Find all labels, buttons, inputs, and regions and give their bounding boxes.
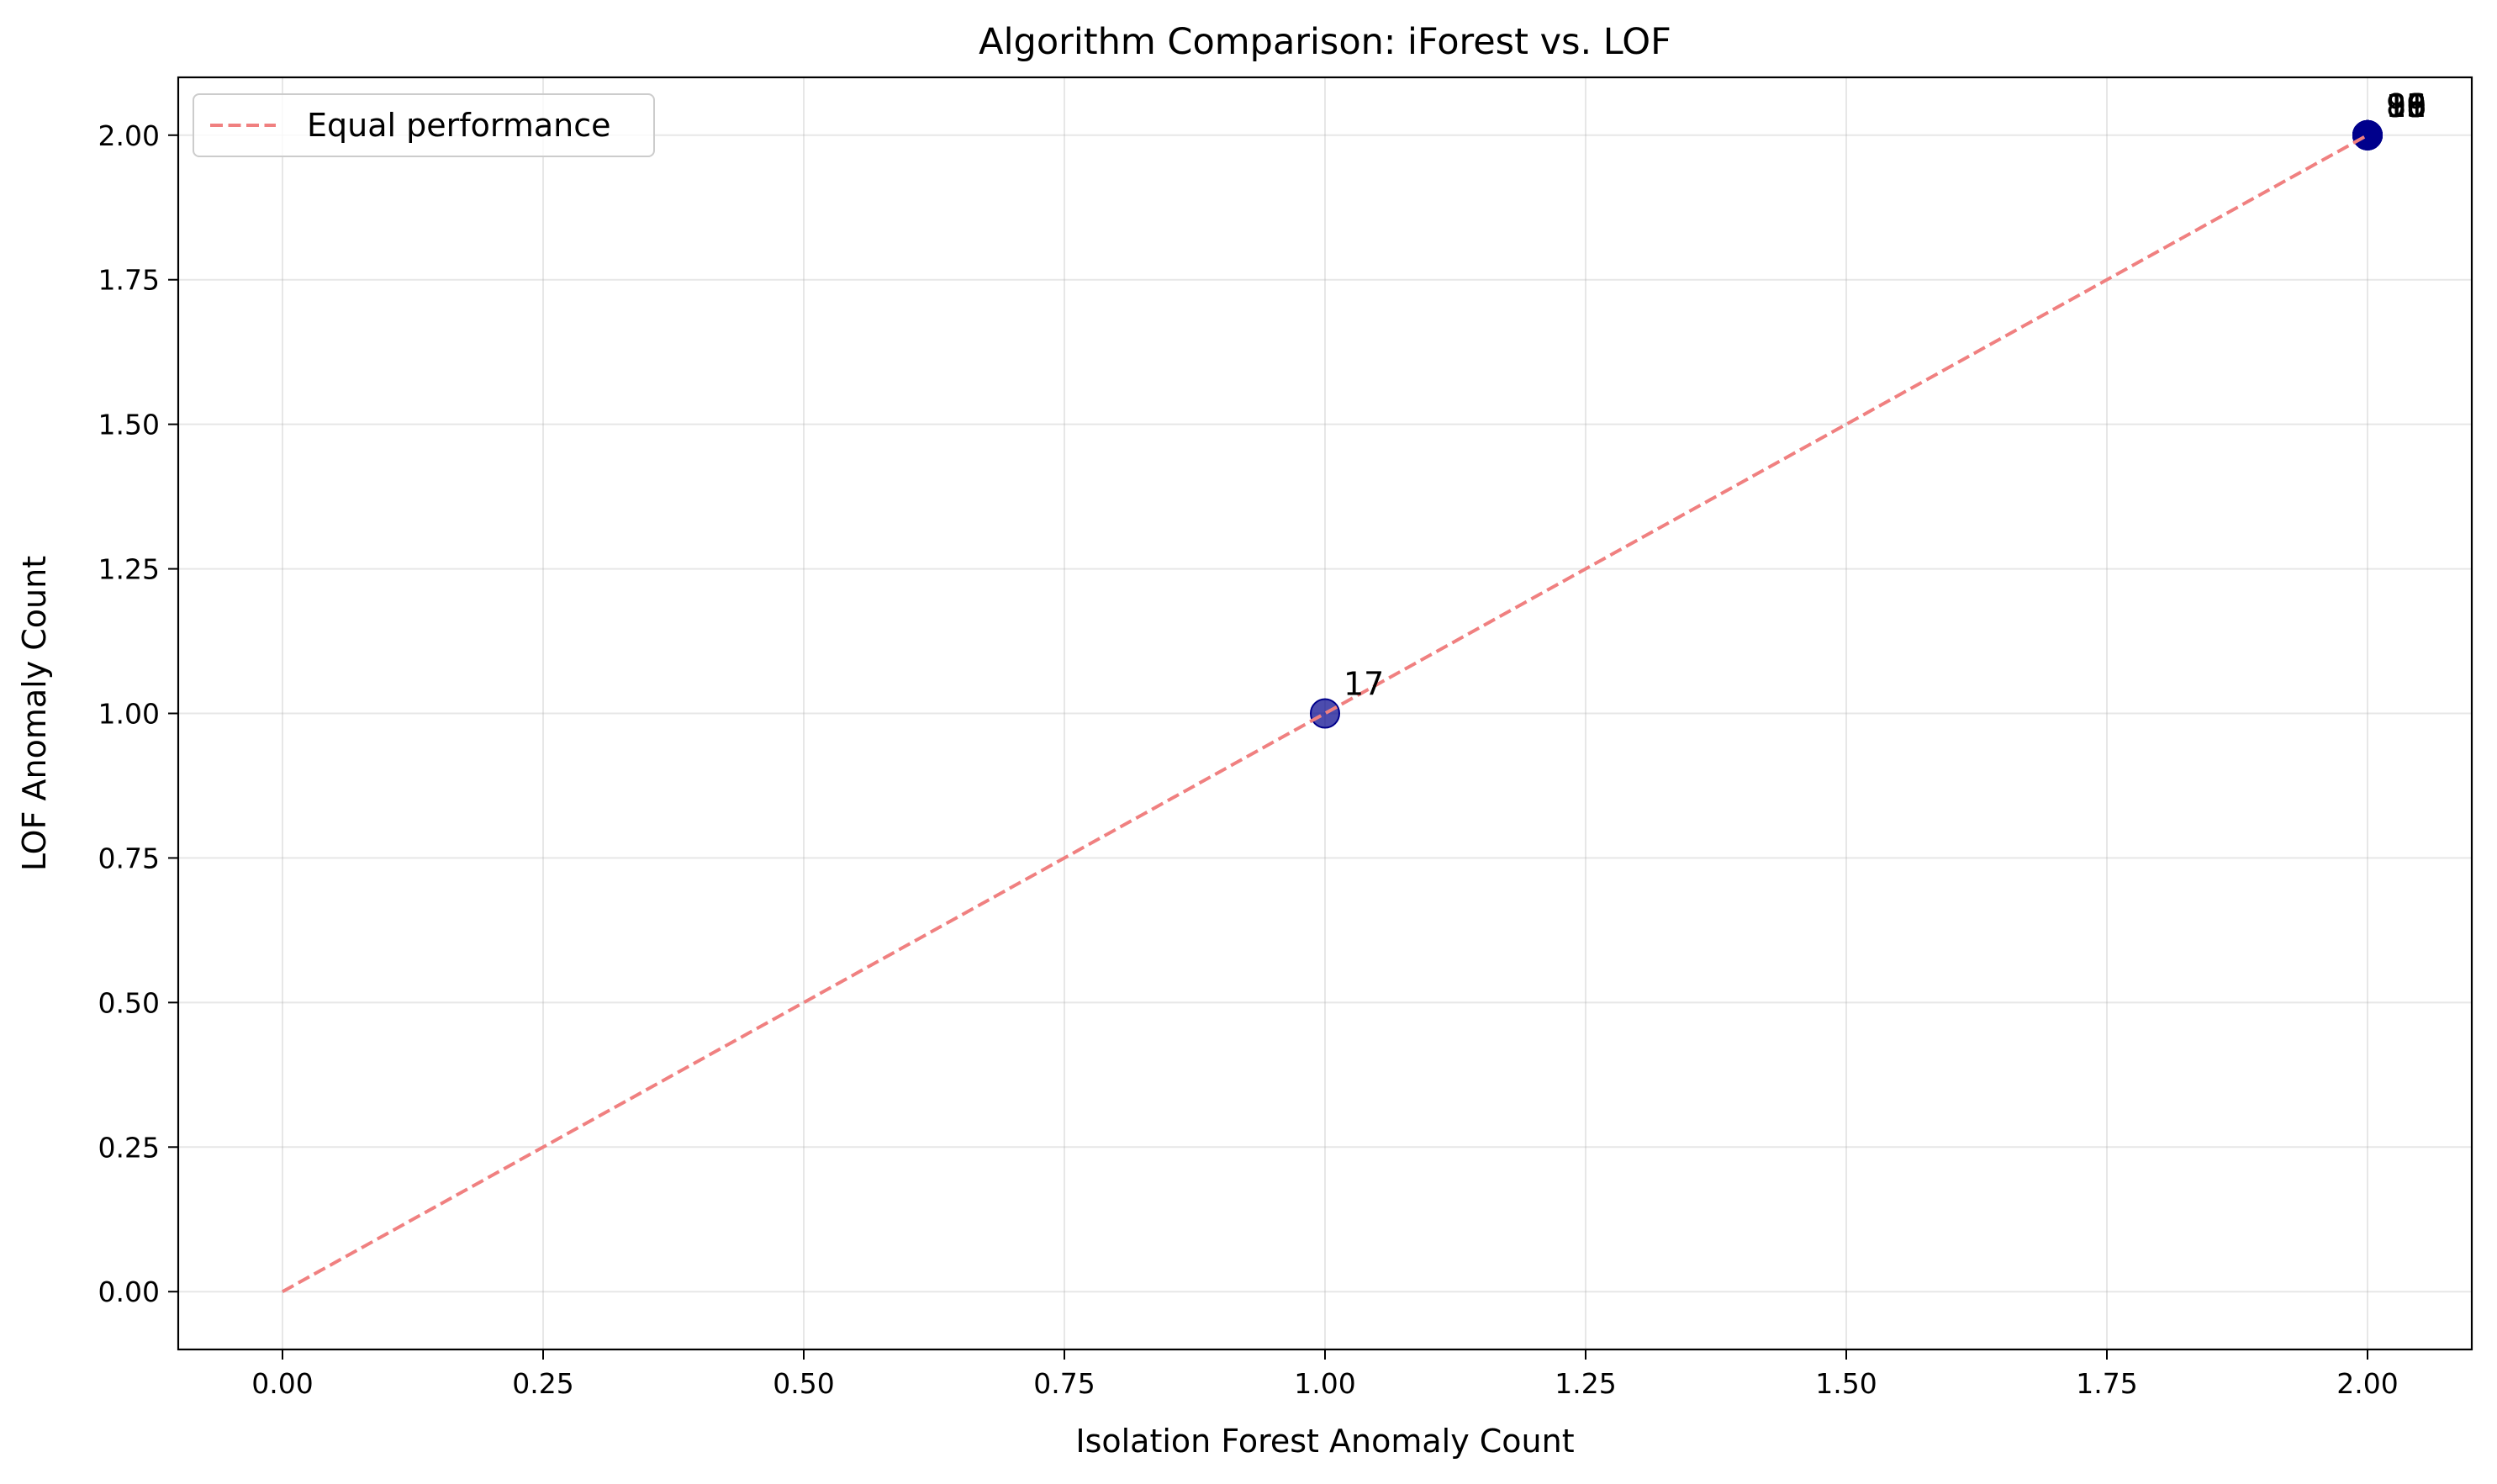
point-label: 15 (2386, 87, 2426, 124)
point-label: 18 (2386, 87, 2426, 124)
y-tick-label: 0.50 (98, 986, 160, 1019)
point-label: 11 (2386, 87, 2426, 124)
x-tick-label: 0.50 (773, 1367, 834, 1400)
chart-title: Algorithm Comparison: iForest vs. LOF (979, 21, 1671, 63)
point-label: 17 (1344, 666, 1384, 703)
legend-entry-label: Equal performance (307, 107, 611, 144)
y-axis-label: LOF Anomaly Count (16, 556, 53, 871)
legend: Equal performance (193, 93, 655, 157)
x-tick-label: 0.25 (512, 1367, 573, 1400)
x-tick-label: 1.25 (1555, 1367, 1616, 1400)
point-label: 9 (2386, 87, 2406, 124)
y-tick-label: 1.25 (98, 553, 160, 586)
y-tick-label: 1.75 (98, 264, 160, 297)
y-tick-label: 0.25 (98, 1131, 160, 1164)
x-tick-label: 1.00 (1294, 1367, 1355, 1400)
x-axis-label: Isolation Forest Anomaly Count (1075, 1423, 1574, 1460)
scatter-point (2352, 119, 2383, 151)
y-tick-label: 2.00 (98, 119, 160, 152)
y-tick-label: 1.00 (98, 698, 160, 731)
legend-box (193, 93, 655, 157)
x-tick-label: 1.75 (2076, 1367, 2137, 1400)
point-label: 10 (2386, 87, 2426, 124)
y-tick-label: 1.50 (98, 409, 160, 441)
x-tick-label: 0.75 (1033, 1367, 1095, 1400)
x-tick-label: 0.00 (251, 1367, 313, 1400)
y-tick-label: 0.00 (98, 1275, 160, 1308)
x-tick-label: 1.50 (1815, 1367, 1877, 1400)
point-label: 8 (2386, 87, 2406, 124)
point-label: 16 (2386, 87, 2426, 124)
y-tick-label: 0.75 (98, 842, 160, 874)
scatter-point (1310, 698, 1340, 729)
x-tick-label: 2.00 (2336, 1367, 2398, 1400)
axis-ticks: 0.00 0.25 0.50 0.75 1.00 1.25 1.50 1.75 2.00 0.00… (98, 119, 2399, 1400)
point-label: 19 (2386, 87, 2426, 124)
point-label: 13 (2386, 87, 2426, 124)
